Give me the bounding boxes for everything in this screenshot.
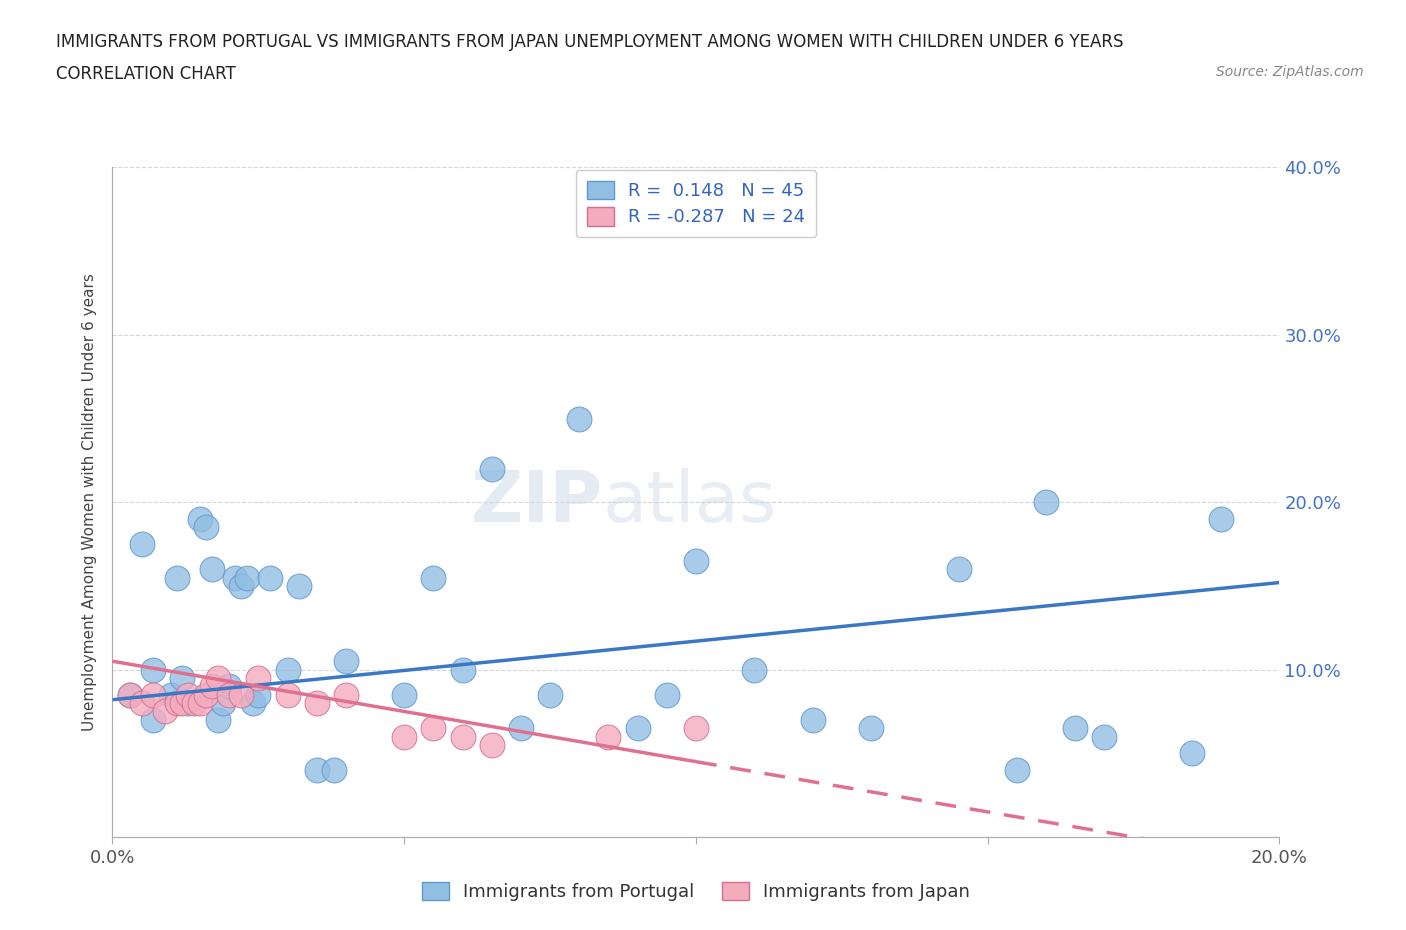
Point: [229, 578, 252, 593]
Point: [194, 520, 217, 535]
Point: [276, 687, 298, 702]
Point: [451, 662, 474, 677]
Point: [481, 461, 503, 476]
Point: [1005, 763, 1028, 777]
Text: atlas: atlas: [603, 468, 778, 537]
Point: [172, 671, 194, 685]
Point: [1064, 721, 1087, 736]
Point: [305, 696, 328, 711]
Point: [509, 721, 531, 736]
Point: [742, 662, 765, 677]
Point: [235, 570, 257, 585]
Point: [288, 578, 311, 593]
Point: [194, 687, 217, 702]
Legend: Immigrants from Portugal, Immigrants from Japan: Immigrants from Portugal, Immigrants fro…: [415, 874, 977, 909]
Point: [224, 570, 246, 585]
Point: [242, 696, 264, 711]
Point: [626, 721, 648, 736]
Point: [276, 662, 298, 677]
Point: [685, 721, 707, 736]
Point: [1181, 746, 1204, 761]
Point: [568, 411, 591, 426]
Point: [859, 721, 883, 736]
Point: [1035, 495, 1057, 510]
Text: CORRELATION CHART: CORRELATION CHART: [56, 65, 236, 83]
Point: [131, 696, 153, 711]
Point: [1092, 729, 1115, 744]
Point: [538, 687, 561, 702]
Point: [118, 687, 141, 702]
Point: [481, 737, 503, 752]
Point: [118, 687, 141, 702]
Point: [201, 679, 224, 694]
Point: [335, 654, 357, 669]
Point: [685, 553, 707, 568]
Text: IMMIGRANTS FROM PORTUGAL VS IMMIGRANTS FROM JAPAN UNEMPLOYMENT AMONG WOMEN WITH : IMMIGRANTS FROM PORTUGAL VS IMMIGRANTS F…: [56, 33, 1123, 50]
Point: [218, 679, 240, 694]
Point: [323, 763, 346, 777]
Point: [177, 687, 200, 702]
Point: [131, 537, 153, 551]
Point: [422, 570, 444, 585]
Point: [172, 696, 194, 711]
Point: [188, 512, 211, 526]
Point: [655, 687, 678, 702]
Point: [166, 570, 188, 585]
Y-axis label: Unemployment Among Women with Children Under 6 years: Unemployment Among Women with Children U…: [82, 273, 97, 731]
Point: [335, 687, 357, 702]
Point: [422, 721, 444, 736]
Point: [212, 696, 235, 711]
Point: [305, 763, 328, 777]
Point: [218, 687, 240, 702]
Point: [160, 687, 183, 702]
Point: [142, 687, 165, 702]
Point: [1209, 512, 1232, 526]
Point: [188, 696, 211, 711]
Point: [201, 562, 224, 577]
Point: [183, 696, 205, 711]
Text: ZIP: ZIP: [471, 468, 603, 537]
Point: [801, 712, 824, 727]
Point: [142, 712, 165, 727]
Point: [247, 687, 270, 702]
Text: Source: ZipAtlas.com: Source: ZipAtlas.com: [1216, 65, 1364, 79]
Point: [392, 729, 416, 744]
Point: [392, 687, 416, 702]
Point: [259, 570, 281, 585]
Point: [451, 729, 474, 744]
Point: [153, 704, 176, 719]
Point: [229, 687, 252, 702]
Point: [948, 562, 970, 577]
Point: [142, 662, 165, 677]
Point: [247, 671, 270, 685]
Point: [166, 696, 188, 711]
Point: [177, 696, 200, 711]
Point: [207, 671, 229, 685]
Point: [207, 712, 229, 727]
Point: [598, 729, 620, 744]
